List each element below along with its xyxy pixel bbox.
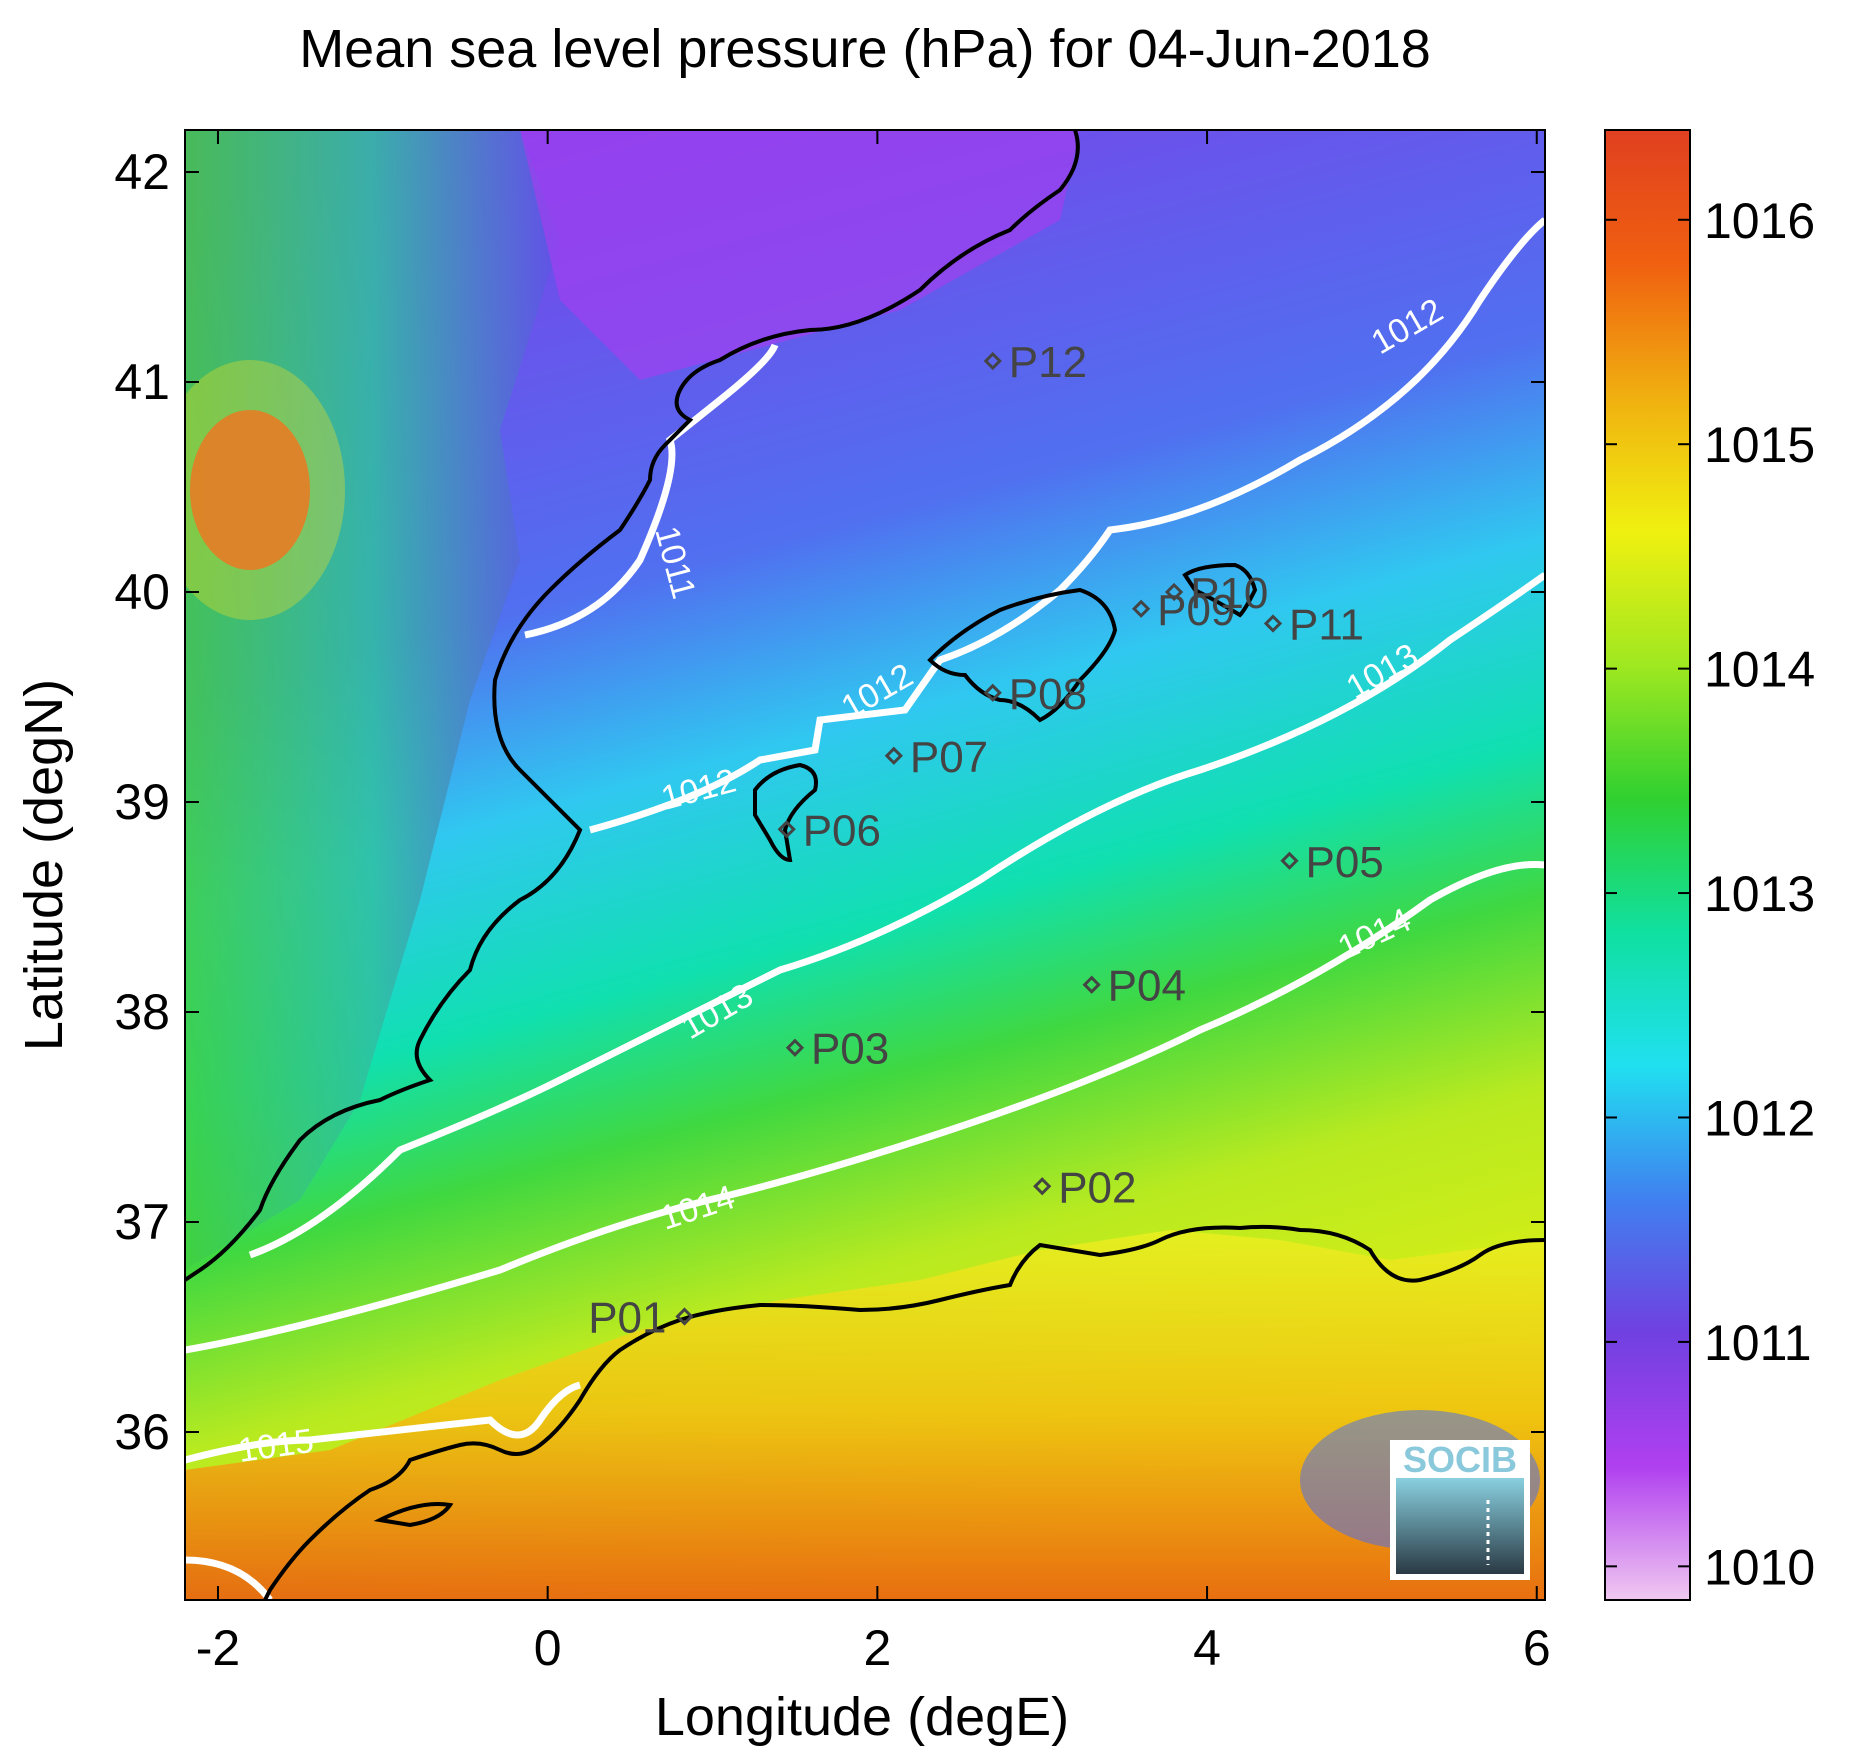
station-label: P06 [803,806,881,855]
coastline-iberia [185,130,1080,1282]
station-marker [1131,599,1151,618]
coastline-islet [373,1502,454,1528]
station-label: P05 [1305,838,1383,887]
station-marker [1164,582,1184,602]
station-marker [983,351,1002,371]
high-pressure-spot [190,410,310,570]
station-label: P02 [1058,1163,1136,1212]
plot-frame [184,129,1546,1601]
coastline-menorca [1182,562,1258,618]
coastline-north-africa [263,1224,1545,1600]
colorbar-tick-label: 1012 [1704,1090,1815,1146]
x-tick-label: 4 [1193,1620,1221,1676]
coastlines [185,130,1545,1600]
y-axis: 36 37 38 39 40 41 42 [114,144,1545,1460]
logo-text: SOCIB [1403,1439,1517,1480]
station-marker [785,1038,805,1057]
colorbar-tick-label: 1016 [1704,193,1815,249]
station-marker [1033,1177,1052,1196]
y-tick-label: 41 [114,354,170,410]
station-marker [675,1307,694,1326]
y-tick-label: 36 [114,1404,170,1460]
station-label: P03 [811,1025,889,1074]
colorbar: 1010 1011 1012 1013 1014 1015 1016 [1604,129,1815,1601]
x-axis: -2 0 2 4 6 [196,130,1551,1676]
x-tick-label: 2 [863,1620,891,1676]
low-pressure-region [520,130,1080,380]
station-label: P08 [1009,670,1087,719]
isobar-1012 [589,217,1545,834]
high-pressure-halo [185,360,345,620]
y-tick-label: 42 [114,144,170,200]
chart-title: Mean sea level pressure (hPa) for 04-Jun… [299,19,1431,79]
station-label: P07 [910,733,988,782]
y-tick-label: 39 [114,774,170,830]
colorbar-tick-label: 1010 [1704,1539,1815,1595]
isobar-1015 [185,1381,582,1464]
x-tick-label: -2 [196,1620,240,1676]
station-marker [777,820,796,839]
colorbar-scale [1604,129,1691,1601]
x-tick-label: 0 [534,1620,562,1676]
colorbar-tick-label: 1013 [1704,866,1815,922]
isobars [185,217,1545,1600]
y-tick-label: 37 [114,1194,170,1250]
station-label: P11 [1289,601,1364,650]
plot-area: 1011 1012 1012 1012 1013 1013 1014 1014 … [185,130,1545,1600]
station-label: P01 [588,1294,666,1343]
station-marker [1263,614,1283,633]
land-iberia [185,130,560,1270]
isobar-labels: 1011 1012 1012 1012 1013 1013 1014 1014 … [236,291,1450,1470]
x-axis-title: Longitude (degE) [655,1687,1069,1747]
station-label: P12 [1009,338,1087,387]
socib-logo: SOCIB [1390,1439,1530,1580]
coastline-mallorca [927,587,1118,723]
y-tick-label: 40 [114,564,170,620]
station-label: P10 [1190,569,1268,618]
station-marker [983,683,1002,702]
isobar-1013 [248,572,1545,1259]
isobar-1014 [185,860,1545,1354]
station-marker [884,746,903,765]
x-tick-label: 6 [1523,1620,1551,1676]
y-axis-title: Latitude (degN) [14,679,74,1051]
colorbar-tick-label: 1011 [1704,1315,1812,1371]
station-marker [1082,975,1101,994]
y-tick-label: 38 [114,984,170,1040]
colorbar-tick-label: 1015 [1704,417,1815,473]
isobar-1011 [524,343,779,639]
colorbar-tick-label: 1014 [1704,642,1815,698]
coastline-ibiza [753,762,818,863]
station-marker [1280,851,1299,870]
logo-emblem [1396,1478,1524,1574]
isobar-1015-corner [185,1556,273,1600]
land-north-africa [185,1230,1545,1600]
station-label: P04 [1108,962,1186,1011]
